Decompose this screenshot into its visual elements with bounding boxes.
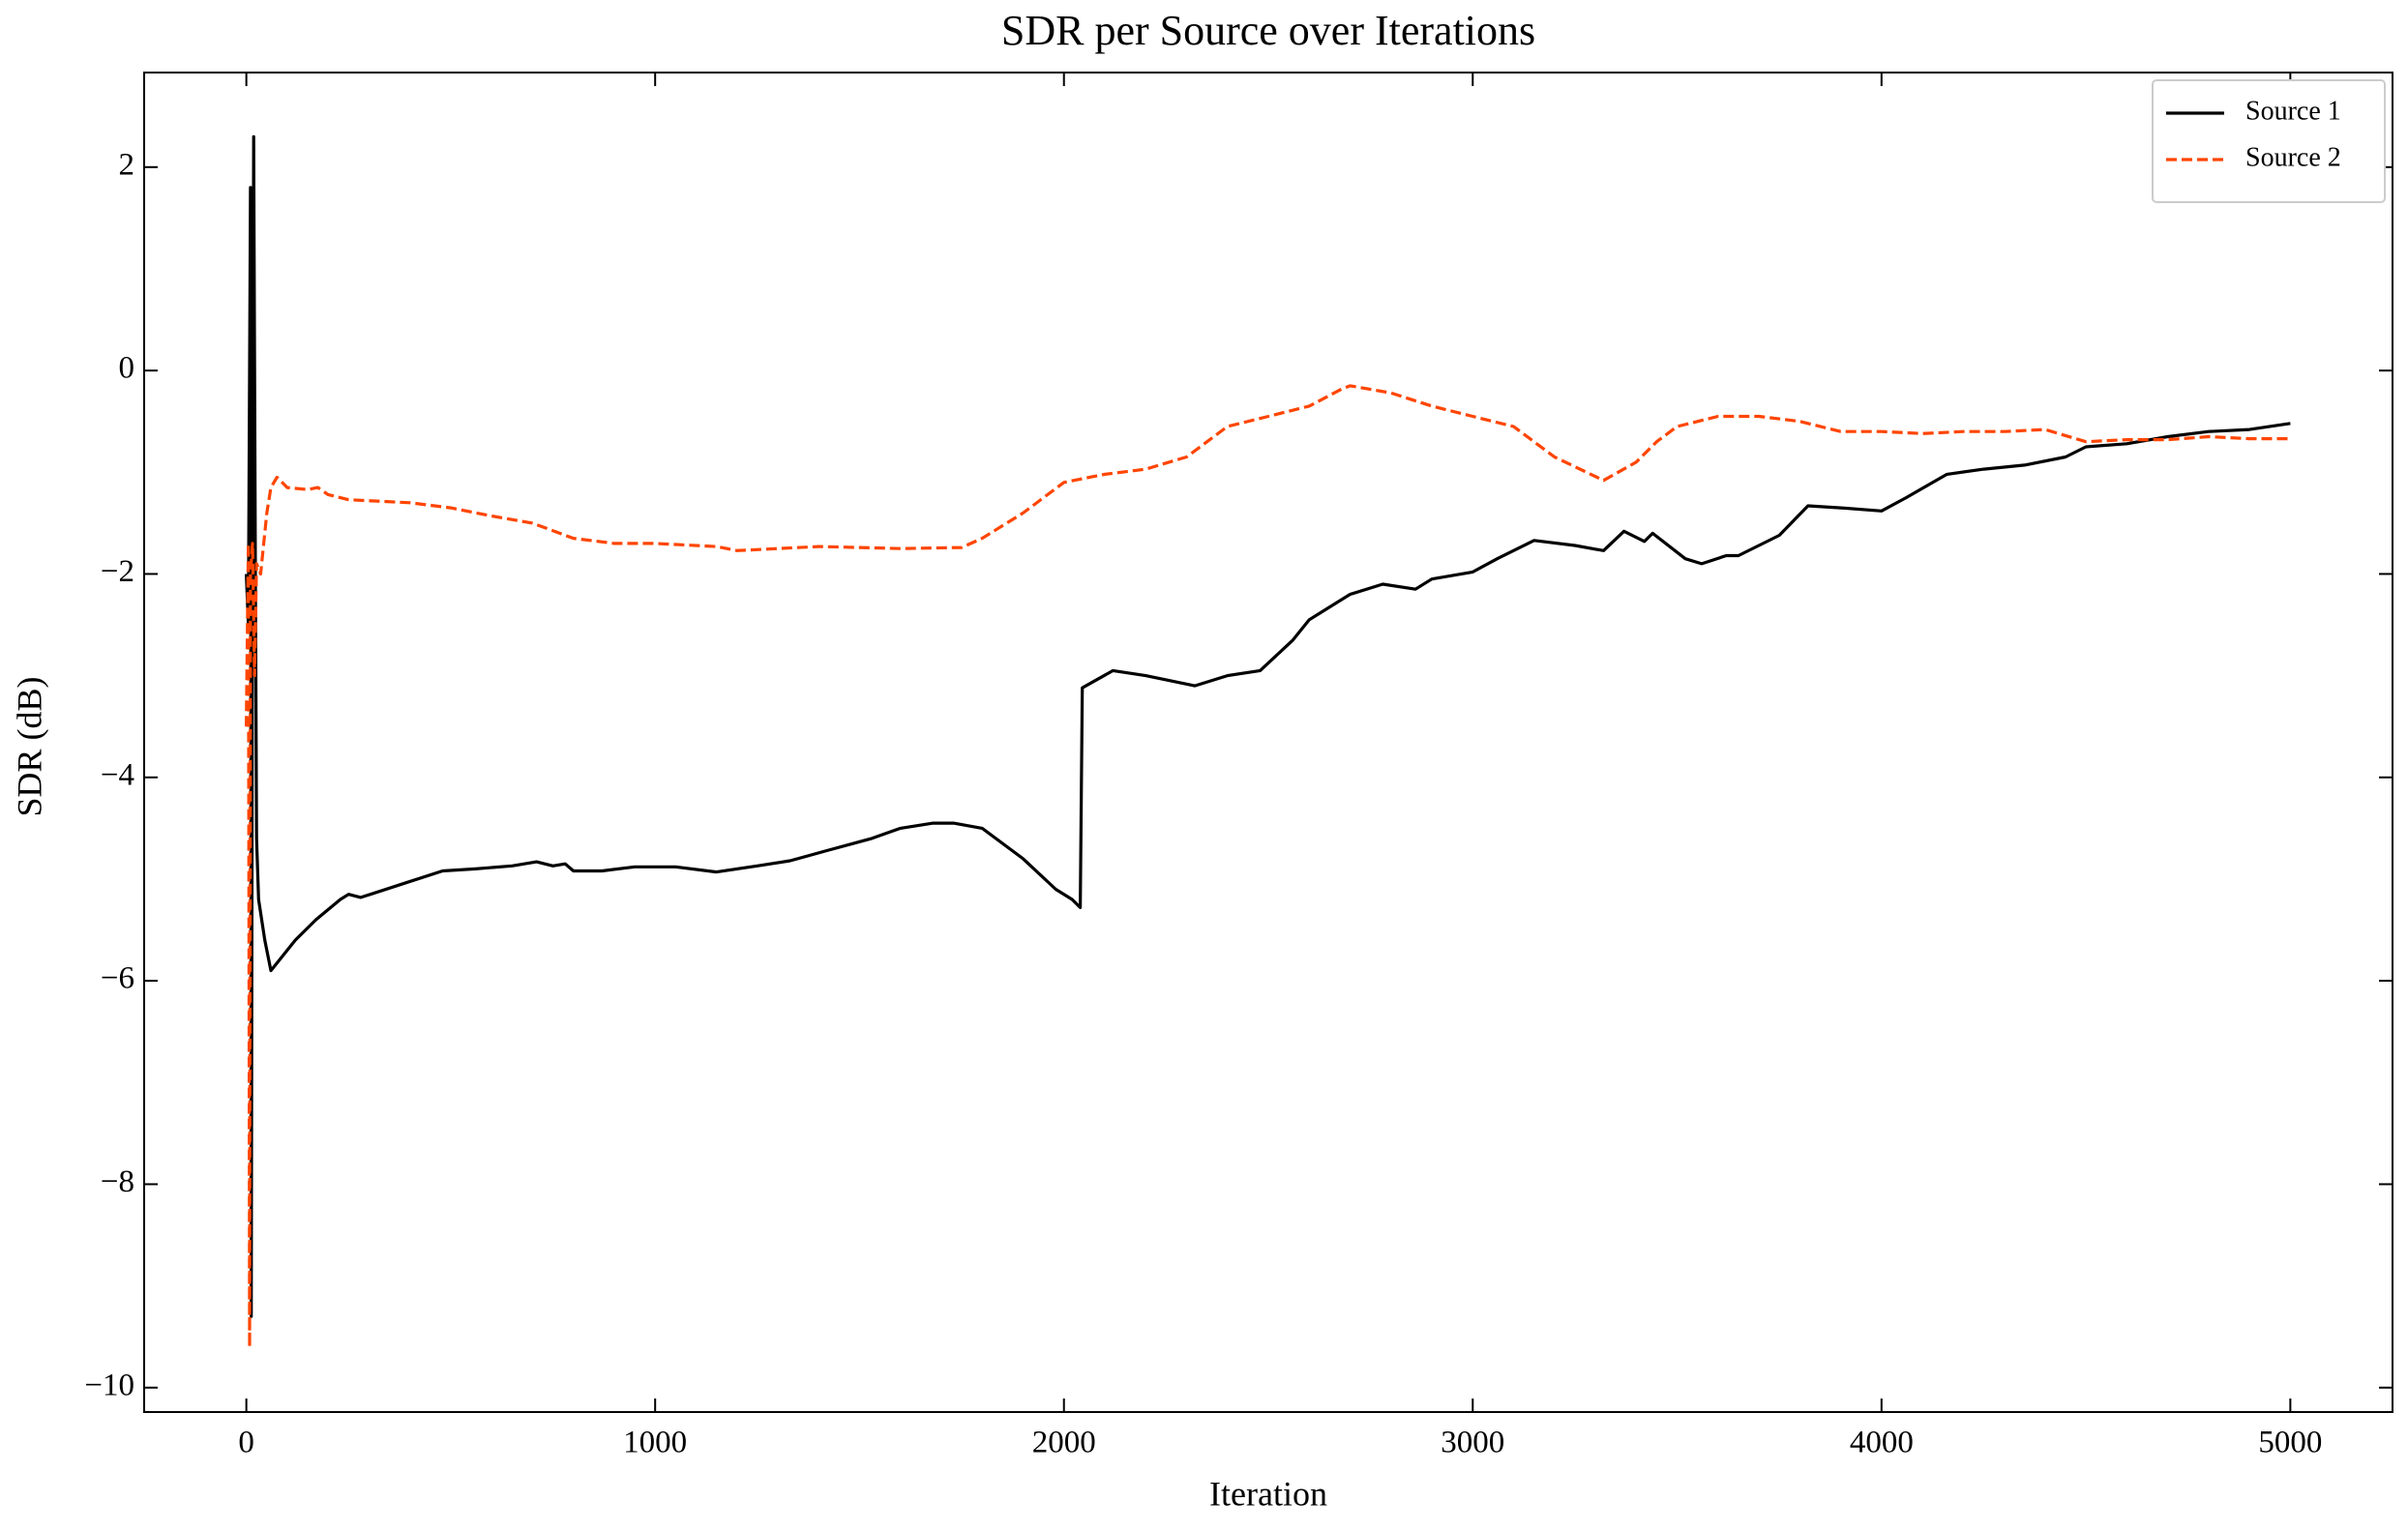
x-tick-label: 5000 <box>2258 1426 2322 1460</box>
legend-frame <box>2152 79 2386 203</box>
y-tick-label: 0 <box>119 351 135 386</box>
x-tick-label: 4000 <box>1850 1426 1914 1460</box>
y-axis-label: SDR (dB) <box>10 676 48 816</box>
y-tick-label: 2 <box>119 147 135 182</box>
y-tick-label: −4 <box>101 757 134 792</box>
y-tick-label: −8 <box>101 1164 134 1199</box>
series-line <box>245 134 2291 1318</box>
series-line <box>245 384 2291 1349</box>
legend-label: Source 1 <box>2245 96 2341 126</box>
y-tick-label: −2 <box>101 554 134 589</box>
y-tick-label: −6 <box>101 961 134 996</box>
x-axis-label: Iteration <box>1209 1474 1327 1513</box>
chart-title: SDR per Source over Iterations <box>1001 7 1535 54</box>
x-tick-label: 1000 <box>623 1426 687 1460</box>
x-tick-label: 3000 <box>1441 1426 1504 1460</box>
x-tick-label: 2000 <box>1032 1426 1096 1460</box>
y-tick-label: −10 <box>84 1368 134 1402</box>
x-tick-label: 0 <box>238 1426 254 1460</box>
plot-frame <box>143 72 2393 1413</box>
legend-label: Source 2 <box>2245 142 2341 172</box>
